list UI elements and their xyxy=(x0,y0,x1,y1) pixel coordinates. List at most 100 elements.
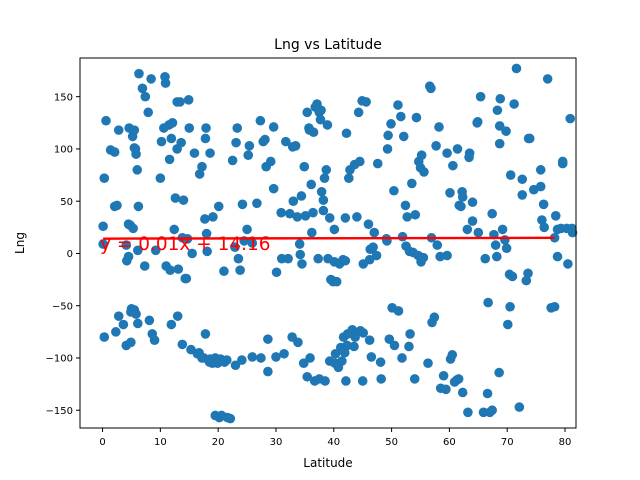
data-point xyxy=(341,376,351,386)
data-point xyxy=(539,222,550,233)
data-point xyxy=(393,306,404,316)
data-point xyxy=(386,119,396,129)
data-point xyxy=(113,125,124,135)
data-point xyxy=(505,301,515,312)
data-point xyxy=(372,158,383,169)
data-point xyxy=(263,334,273,344)
data-point xyxy=(255,115,266,126)
data-point xyxy=(463,407,473,418)
data-point xyxy=(144,315,155,326)
data-point xyxy=(297,259,307,269)
chart-title: Lng vs Latitude xyxy=(274,37,382,53)
data-point xyxy=(244,140,255,151)
data-point xyxy=(280,136,291,147)
data-point xyxy=(184,123,195,133)
data-point xyxy=(509,99,519,109)
data-point xyxy=(187,248,197,259)
x-tick-label: 20 xyxy=(212,437,225,448)
data-point xyxy=(247,238,258,248)
data-point xyxy=(322,120,333,130)
data-point xyxy=(268,122,279,132)
data-point xyxy=(432,240,443,250)
axes-frame xyxy=(79,57,577,429)
data-point xyxy=(231,137,241,148)
data-point xyxy=(320,376,330,386)
data-point xyxy=(233,253,244,264)
data-point xyxy=(505,170,516,180)
data-point xyxy=(375,357,386,367)
data-point xyxy=(441,384,451,395)
data-point xyxy=(133,245,143,256)
data-point xyxy=(418,252,429,263)
data-point xyxy=(200,133,211,144)
data-point xyxy=(523,268,533,279)
data-point xyxy=(308,127,319,138)
data-point xyxy=(175,97,185,107)
data-point xyxy=(288,196,299,206)
data-point xyxy=(538,199,549,210)
data-point xyxy=(419,167,429,177)
data-point xyxy=(131,149,141,159)
data-point xyxy=(149,335,160,346)
data-point xyxy=(181,273,192,284)
data-point xyxy=(271,267,282,278)
data-point xyxy=(389,185,399,196)
data-point xyxy=(402,212,412,222)
data-point xyxy=(331,276,342,287)
y-tick-label: 150 xyxy=(54,92,73,103)
data-point xyxy=(448,160,458,171)
data-point xyxy=(295,249,306,260)
data-point xyxy=(293,337,303,348)
data-point xyxy=(357,376,368,386)
data-point xyxy=(302,371,312,382)
data-point xyxy=(156,136,167,147)
data-point xyxy=(213,201,224,212)
data-point xyxy=(260,134,270,145)
data-point xyxy=(511,63,522,74)
data-point xyxy=(400,200,411,211)
data-point xyxy=(183,95,194,105)
data-point xyxy=(201,228,212,239)
data-point xyxy=(176,137,186,148)
data-point xyxy=(423,358,433,368)
data-point xyxy=(410,209,421,220)
data-point xyxy=(285,208,295,219)
data-point xyxy=(202,246,212,257)
x-axis-label: Latitude xyxy=(303,456,352,470)
data-point xyxy=(324,213,335,223)
data-point xyxy=(445,188,455,198)
x-tick-label: 30 xyxy=(270,437,283,448)
data-point xyxy=(200,329,211,339)
data-point xyxy=(353,107,364,118)
x-tick-label: 40 xyxy=(327,437,340,448)
data-point xyxy=(524,133,535,144)
x-tick-label: 50 xyxy=(385,437,398,448)
data-point xyxy=(271,352,281,362)
data-point xyxy=(189,148,200,158)
data-point xyxy=(99,173,110,183)
data-point xyxy=(139,261,150,271)
data-point xyxy=(302,107,312,118)
data-point xyxy=(128,223,138,234)
data-point xyxy=(121,240,132,250)
data-point xyxy=(398,131,409,142)
data-point xyxy=(396,111,406,122)
data-point xyxy=(495,93,506,104)
data-point xyxy=(389,340,400,351)
data-point xyxy=(227,155,238,166)
regression-line xyxy=(103,236,555,240)
data-point xyxy=(167,118,178,128)
data-point xyxy=(316,105,326,116)
data-point xyxy=(361,97,371,107)
data-point xyxy=(567,227,578,238)
data-point xyxy=(230,360,241,371)
data-point xyxy=(292,212,303,222)
data-point xyxy=(99,332,110,342)
data-point xyxy=(166,133,177,144)
data-point xyxy=(426,83,436,94)
data-point xyxy=(112,200,122,211)
data-point xyxy=(219,266,229,277)
data-point xyxy=(480,253,491,264)
data-point xyxy=(482,388,493,399)
